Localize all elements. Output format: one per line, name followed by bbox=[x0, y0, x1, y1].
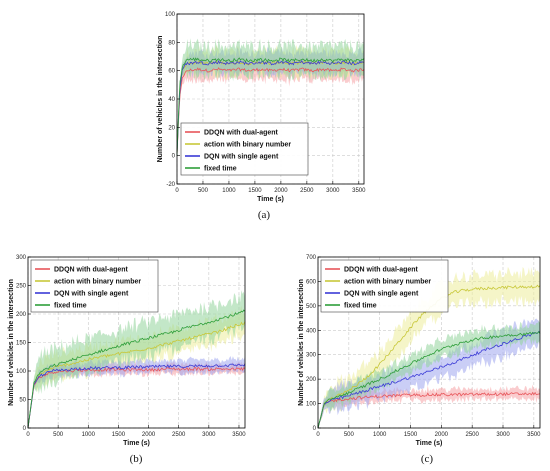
y-tick-label: 40 bbox=[168, 97, 175, 103]
y-tick-label: 300 bbox=[306, 353, 317, 359]
x-tick-label: 3000 bbox=[496, 432, 510, 438]
y-axis-label: Number of vehicles in the intersection bbox=[298, 279, 305, 406]
legend-box bbox=[30, 259, 159, 313]
x-tick-label: 1500 bbox=[112, 432, 126, 438]
y-tick-label: 300 bbox=[16, 255, 27, 261]
legend-label: action with binary number bbox=[344, 279, 431, 286]
series-line-2 bbox=[27, 363, 246, 429]
band-2 bbox=[28, 355, 245, 428]
series-line-1 bbox=[27, 321, 246, 429]
legend-box bbox=[320, 259, 449, 313]
y-tick-label: 100 bbox=[165, 12, 176, 18]
x-tick-label: 1000 bbox=[82, 432, 96, 438]
legend-label: fixed time bbox=[344, 303, 377, 310]
x-tick-label: 2500 bbox=[300, 188, 314, 194]
legend-label: DQN with single agent bbox=[54, 291, 129, 298]
chart-b: 0 500 1000 1500 2000 2500 3000 3500 0 50 100 150 200… bbox=[8, 255, 246, 465]
x-tick-label: 1500 bbox=[248, 188, 262, 194]
caption: (b) bbox=[130, 453, 143, 465]
y-tick-label: 600 bbox=[306, 279, 317, 285]
legend-label: fixed time bbox=[54, 303, 87, 310]
y-tick-label: 100 bbox=[16, 369, 27, 375]
x-tick-label: 2000 bbox=[435, 432, 449, 438]
x-tick-label: 2000 bbox=[274, 188, 288, 194]
x-tick-label: 3500 bbox=[527, 432, 541, 438]
x-axis-label: Time (s) bbox=[123, 440, 150, 447]
y-tick-label: 80 bbox=[168, 40, 175, 46]
legend: DDQN with dual-agent action with binary n… bbox=[180, 122, 309, 176]
y-tick-label: -20 bbox=[166, 182, 175, 188]
legend-label: DDQN with dual-agent bbox=[54, 267, 129, 274]
legend-label: action with binary number bbox=[204, 142, 291, 149]
x-tick-label: 2500 bbox=[172, 432, 186, 438]
series-line-3 bbox=[27, 309, 246, 429]
legend-box bbox=[180, 122, 309, 176]
chart-c: 0 500 1000 1500 2000 2500 3000 3500 0 100 200 300 40… bbox=[298, 255, 541, 465]
y-tick-label: 700 bbox=[306, 255, 317, 261]
caption: (c) bbox=[421, 453, 434, 465]
x-tick-label: 1000 bbox=[222, 188, 236, 194]
x-axis-label: Time (s) bbox=[257, 196, 284, 203]
y-tick-label: 0 bbox=[313, 426, 317, 432]
band-1 bbox=[318, 266, 540, 428]
y-tick-label: 250 bbox=[16, 284, 27, 290]
x-tick-label: 2000 bbox=[142, 432, 156, 438]
x-tick-label: 1000 bbox=[373, 432, 387, 438]
legend-label: DDQN with dual-agent bbox=[344, 267, 419, 274]
legend-label: DDQN with dual-agent bbox=[204, 130, 279, 137]
y-tick-label: 400 bbox=[306, 328, 317, 334]
legend-label: DQN with single agent bbox=[204, 154, 279, 161]
y-tick-label: 50 bbox=[19, 398, 26, 404]
x-tick-label: 0 bbox=[316, 432, 320, 438]
legend-label: fixed time bbox=[204, 166, 237, 173]
y-tick-label: 200 bbox=[16, 312, 27, 318]
chart-a: 0 500 1000 1500 2000 2500 3000 3500-20020406080… bbox=[157, 12, 366, 221]
y-tick-label: 200 bbox=[306, 377, 317, 383]
legend-label: action with binary number bbox=[54, 279, 141, 286]
x-tick-label: 3500 bbox=[232, 432, 246, 438]
legend: DDQN with dual-agent action with binary n… bbox=[30, 259, 159, 313]
y-tick-label: 500 bbox=[306, 304, 317, 310]
y-axis-label: Number of vehicles in the intersection bbox=[157, 36, 164, 163]
x-tick-label: 3000 bbox=[202, 432, 216, 438]
band-2 bbox=[177, 46, 364, 156]
y-tick-label: 20 bbox=[168, 125, 175, 131]
series-line-0 bbox=[176, 67, 365, 156]
legend-label: DQN with single agent bbox=[344, 291, 419, 298]
x-tick-label: 500 bbox=[344, 432, 355, 438]
legend: DDQN with dual-agent action with binary n… bbox=[320, 259, 449, 313]
band-3 bbox=[177, 38, 364, 156]
band-0 bbox=[177, 53, 364, 156]
caption: (a) bbox=[258, 209, 271, 221]
y-axis-label: Number of vehicles in the intersection bbox=[8, 279, 15, 406]
y-tick-label: 100 bbox=[306, 402, 317, 408]
x-tick-label: 1500 bbox=[404, 432, 418, 438]
series-line-2 bbox=[317, 330, 541, 429]
y-tick-label: 60 bbox=[168, 69, 175, 75]
series-line-3 bbox=[317, 331, 541, 429]
y-tick-label: 0 bbox=[23, 426, 27, 432]
x-tick-label: 3000 bbox=[326, 188, 340, 194]
x-tick-label: 500 bbox=[53, 432, 64, 438]
x-tick-label: 0 bbox=[26, 432, 30, 438]
y-tick-label: 150 bbox=[16, 341, 27, 347]
x-tick-label: 3500 bbox=[352, 188, 366, 194]
series-line-3 bbox=[176, 57, 365, 156]
x-tick-label: 500 bbox=[198, 188, 209, 194]
x-tick-label: 2500 bbox=[465, 432, 479, 438]
band-3 bbox=[28, 290, 245, 428]
band-3 bbox=[318, 321, 540, 428]
plot-frame bbox=[317, 256, 541, 429]
y-tick-label: 0 bbox=[172, 154, 176, 160]
x-tick-label: 0 bbox=[175, 188, 179, 194]
series-line-0 bbox=[317, 391, 541, 429]
x-axis-label: Time (s) bbox=[416, 440, 443, 447]
